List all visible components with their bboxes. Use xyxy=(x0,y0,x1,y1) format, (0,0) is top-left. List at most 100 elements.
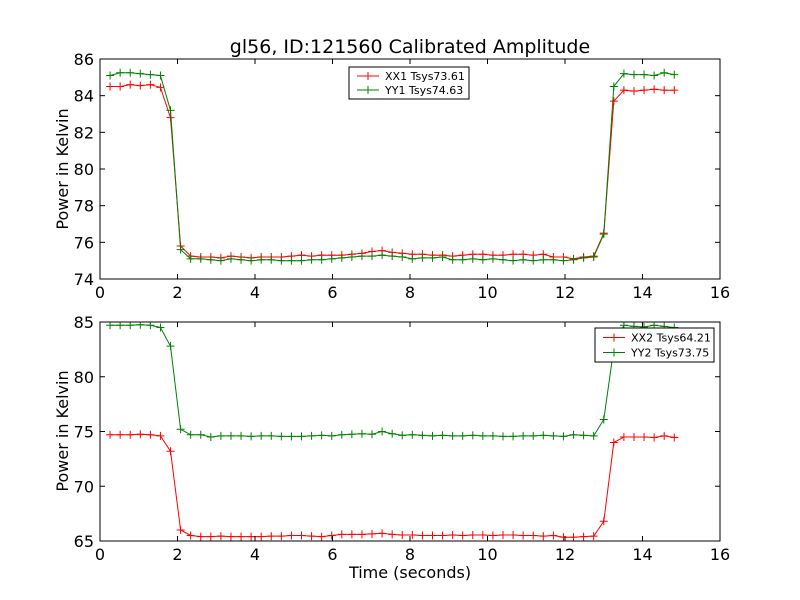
bottom-data-point xyxy=(226,431,235,440)
top-data-point xyxy=(226,254,235,263)
bottom-data-point xyxy=(640,432,649,441)
top-data-point xyxy=(237,255,246,264)
bottom-legend-label: XX2 Tsys64.21 xyxy=(631,332,711,345)
top-data-point xyxy=(569,255,578,264)
top-data-point xyxy=(357,252,366,261)
top-data-point xyxy=(660,86,669,95)
top-data-point xyxy=(458,255,467,264)
bottom-data-point xyxy=(327,531,336,540)
bottom-x-tick-label: 14 xyxy=(632,545,652,564)
bottom-data-point xyxy=(116,430,125,439)
bottom-data-point xyxy=(549,431,558,440)
bottom-data-point xyxy=(287,531,296,540)
bottom-data-point xyxy=(388,530,397,539)
bottom-x-tick-label: 10 xyxy=(477,545,497,564)
bottom-legend-label: YY2 Tsys73.75 xyxy=(630,347,709,360)
top-data-point xyxy=(609,97,618,106)
top-legend-label: XX1 Tsys73.61 xyxy=(385,70,465,83)
top-data-point xyxy=(519,255,528,264)
bottom-x-tick-label: 0 xyxy=(95,545,105,564)
top-data-point xyxy=(186,254,195,263)
bottom-series-1 xyxy=(106,322,679,441)
bottom-y-tick-label: 65 xyxy=(74,532,94,551)
bottom-data-point xyxy=(559,432,568,441)
top-x-tick-label: 16 xyxy=(710,283,730,302)
bottom-data-point xyxy=(418,431,427,440)
top-x-tick-label: 8 xyxy=(405,283,415,302)
top-data-point xyxy=(670,86,679,95)
bottom-data-point xyxy=(307,431,316,440)
bottom-data-point xyxy=(126,430,135,439)
top-legend-box xyxy=(348,66,470,100)
bottom-series-line-1 xyxy=(110,324,675,438)
bottom-data-point xyxy=(378,529,387,538)
bottom-data-point xyxy=(287,432,296,441)
top-data-point xyxy=(398,253,407,261)
top-series-1 xyxy=(106,68,679,265)
bottom-data-point xyxy=(448,530,457,539)
top-data-point xyxy=(216,256,225,265)
bottom-data-point xyxy=(297,531,306,540)
bottom-data-point xyxy=(257,431,266,440)
top-x-tick-label: 2 xyxy=(172,283,182,302)
bottom-x-tick-label: 8 xyxy=(405,545,415,564)
bottom-data-point xyxy=(609,438,618,447)
bottom-data-point xyxy=(247,532,256,541)
bottom-data-point xyxy=(509,432,518,441)
top-data-point xyxy=(166,106,175,115)
bottom-data-point xyxy=(599,415,608,424)
top-data-point xyxy=(529,256,538,265)
top-data-point xyxy=(307,255,316,264)
bottom-data-point xyxy=(509,530,518,539)
bottom-data-point xyxy=(337,430,346,439)
top-legend-marker xyxy=(364,72,372,80)
bottom-x-tick-label: 12 xyxy=(555,545,575,564)
top-data-point xyxy=(126,68,135,77)
top-data-point xyxy=(650,71,659,80)
top-series-0 xyxy=(106,80,679,263)
bottom-data-point xyxy=(529,531,538,540)
bottom-data-point xyxy=(277,432,286,441)
top-legend-label: YY1 Tsys74.63 xyxy=(384,84,463,97)
bottom-data-point xyxy=(186,531,195,540)
bottom-x-tick-label: 6 xyxy=(327,545,337,564)
bottom-data-point xyxy=(368,529,377,538)
top-data-point xyxy=(509,256,518,265)
bottom-data-point xyxy=(549,531,558,540)
top-data-point xyxy=(317,255,326,264)
bottom-data-point xyxy=(519,531,528,540)
top-x-tick-label: 4 xyxy=(250,283,260,302)
bottom-data-point xyxy=(438,531,447,540)
bottom-data-point xyxy=(589,532,598,541)
top-data-point xyxy=(488,254,497,263)
bottom-legend-box xyxy=(594,327,715,363)
bottom-data-point xyxy=(408,530,417,539)
bottom-series-line-0 xyxy=(110,433,675,538)
bottom-data-point xyxy=(539,431,548,440)
bottom-data-point xyxy=(357,429,366,438)
top-data-point xyxy=(116,82,125,91)
bottom-data-point xyxy=(499,530,507,539)
top-data-point xyxy=(327,254,336,263)
bottom-data-point xyxy=(599,517,608,526)
top-data-point xyxy=(589,253,598,261)
bottom-data-point xyxy=(176,526,185,535)
bottom-data-point xyxy=(579,431,588,440)
bottom-plot-area xyxy=(106,322,679,541)
bottom-data-point xyxy=(166,447,175,456)
bottom-data-point xyxy=(428,531,437,540)
top-data-point xyxy=(640,70,649,79)
top-data-point xyxy=(670,70,679,79)
bottom-data-point xyxy=(368,430,377,439)
bottom-x-tick-label: 4 xyxy=(250,545,260,564)
bottom-data-point xyxy=(126,322,135,330)
chart-title: gl56, ID:121560 Calibrated Amplitude xyxy=(230,36,590,58)
bottom-data-point xyxy=(237,532,246,541)
top-data-point xyxy=(297,256,306,265)
top-data-point xyxy=(478,255,487,264)
top-data-point xyxy=(599,230,608,239)
top-data-point xyxy=(287,256,296,265)
bottom-data-point xyxy=(519,431,528,440)
bottom-data-point xyxy=(206,432,215,441)
